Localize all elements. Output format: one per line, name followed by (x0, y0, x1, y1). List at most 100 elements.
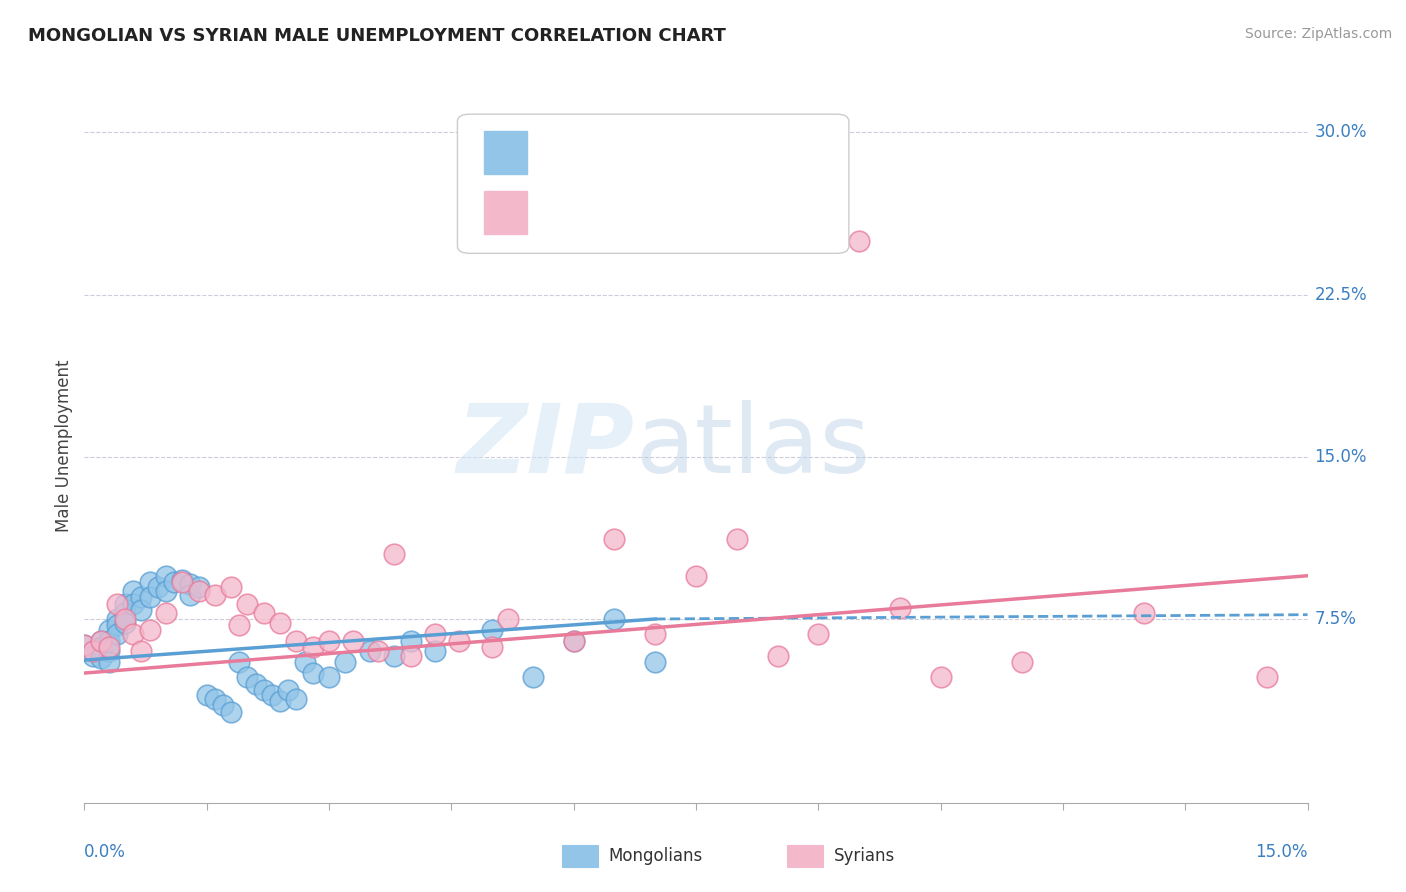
Point (382, 648, 405, 663)
Text: Mongolians: Mongolians (609, 847, 703, 865)
Point (179, 577, 201, 591)
Bar (484, 131, 527, 174)
Point (685, 568, 707, 582)
Point (172, 575, 194, 590)
Point (382, 547, 405, 561)
Point (163, 575, 186, 590)
Point (219, 580, 242, 594)
Point (481, 640, 503, 654)
Point (269, 616, 291, 631)
Point (204, 588, 226, 602)
Text: 22.5%: 22.5% (1315, 285, 1367, 303)
Text: 55: 55 (745, 153, 770, 170)
Point (562, 633, 585, 648)
Point (929, 670, 952, 684)
Point (179, 588, 201, 602)
Point (114, 606, 136, 620)
Point (105, 612, 128, 626)
Point (481, 623, 503, 637)
Point (105, 627, 128, 641)
Point (97, 655, 120, 669)
Point (155, 606, 177, 620)
Point (807, 627, 830, 641)
Point (82, 644, 104, 658)
Point (318, 670, 340, 684)
Point (603, 612, 626, 626)
Point (725, 532, 748, 546)
Point (318, 633, 340, 648)
Text: 0.0%: 0.0% (84, 843, 127, 861)
Point (285, 633, 308, 648)
Point (82, 644, 104, 658)
Point (122, 597, 145, 611)
Point (253, 606, 276, 620)
Point (228, 618, 250, 632)
FancyBboxPatch shape (457, 114, 849, 253)
Point (277, 683, 299, 698)
Point (294, 655, 316, 669)
Point (97, 623, 120, 637)
Point (245, 677, 267, 691)
Point (172, 573, 194, 587)
Point (97, 633, 120, 648)
Text: 0.108: 0.108 (610, 210, 668, 227)
Point (848, 234, 870, 248)
Point (367, 644, 389, 658)
Point (138, 591, 160, 605)
Point (138, 575, 160, 590)
Point (301, 666, 323, 681)
Text: N =: N = (683, 210, 718, 227)
Point (285, 692, 308, 706)
Point (155, 568, 177, 582)
Point (138, 623, 160, 637)
Point (1133, 606, 1156, 620)
Point (766, 648, 789, 663)
Point (105, 618, 128, 632)
Point (131, 644, 153, 658)
Point (195, 688, 218, 702)
Point (236, 597, 259, 611)
Text: ZIP: ZIP (457, 400, 636, 492)
Text: 7.5%: 7.5% (1315, 610, 1357, 628)
Point (449, 633, 471, 648)
Point (82, 648, 104, 663)
Point (131, 603, 153, 617)
Point (105, 597, 128, 611)
Y-axis label: Male Unemployment: Male Unemployment (55, 359, 73, 533)
Text: atlas: atlas (636, 400, 870, 492)
Text: R =: R = (550, 210, 582, 227)
Point (122, 627, 145, 641)
Point (423, 627, 446, 641)
Point (146, 580, 169, 594)
Point (889, 601, 911, 615)
Point (90, 651, 112, 665)
Point (122, 583, 145, 598)
Point (603, 532, 626, 546)
Point (342, 633, 364, 648)
Bar (484, 191, 527, 234)
Point (131, 591, 153, 605)
Point (97, 640, 120, 654)
Text: N =: N = (683, 153, 718, 170)
Point (97, 644, 120, 658)
Point (399, 648, 422, 663)
Point (236, 670, 259, 684)
Text: Source: ZipAtlas.com: Source: ZipAtlas.com (1244, 27, 1392, 41)
Point (644, 655, 666, 669)
Point (90, 633, 112, 648)
Text: Syrians: Syrians (834, 847, 896, 865)
Point (187, 583, 209, 598)
Point (423, 644, 446, 658)
Point (1011, 655, 1033, 669)
Point (301, 640, 323, 654)
Text: MONGOLIAN VS SYRIAN MALE UNEMPLOYMENT CORRELATION CHART: MONGOLIAN VS SYRIAN MALE UNEMPLOYMENT CO… (28, 27, 725, 45)
Point (155, 583, 177, 598)
Text: 15.0%: 15.0% (1256, 843, 1308, 861)
Text: 30.0%: 30.0% (1315, 123, 1367, 142)
Point (187, 580, 209, 594)
Point (73, 638, 96, 652)
Point (90, 640, 112, 654)
Point (562, 633, 585, 648)
Text: R =: R = (550, 153, 582, 170)
Point (522, 670, 544, 684)
